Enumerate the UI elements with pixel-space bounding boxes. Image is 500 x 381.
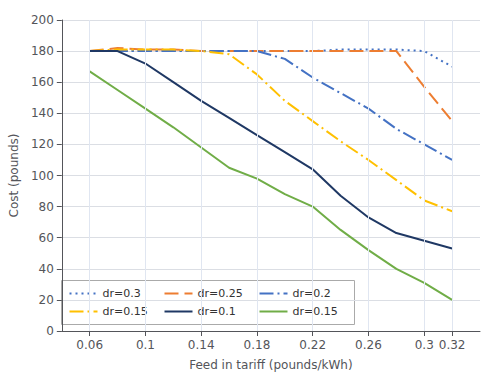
svg-text:dr=0.15: dr=0.15 bbox=[103, 305, 148, 318]
svg-text:200: 200 bbox=[31, 13, 54, 27]
svg-text:0: 0 bbox=[46, 324, 54, 338]
svg-text:140: 140 bbox=[31, 106, 54, 120]
svg-text:0.26: 0.26 bbox=[355, 338, 382, 352]
svg-text:100: 100 bbox=[31, 169, 54, 183]
svg-text:80: 80 bbox=[39, 200, 54, 214]
svg-text:120: 120 bbox=[31, 137, 54, 151]
svg-text:160: 160 bbox=[31, 75, 54, 89]
svg-text:20: 20 bbox=[39, 293, 54, 307]
svg-text:Cost (pounds): Cost (pounds) bbox=[7, 134, 21, 218]
svg-text:60: 60 bbox=[39, 231, 54, 245]
svg-text:dr=0.3: dr=0.3 bbox=[103, 287, 141, 300]
svg-text:0.14: 0.14 bbox=[188, 338, 215, 352]
svg-text:180: 180 bbox=[31, 44, 54, 58]
svg-text:dr=0.25: dr=0.25 bbox=[198, 287, 243, 300]
svg-text:0.1: 0.1 bbox=[136, 338, 155, 352]
svg-text:dr=0.15: dr=0.15 bbox=[293, 305, 338, 318]
svg-text:Feed in tariff (pounds/kWh): Feed in tariff (pounds/kWh) bbox=[189, 358, 352, 372]
svg-text:dr=0.1: dr=0.1 bbox=[198, 305, 236, 318]
svg-text:0.3: 0.3 bbox=[415, 338, 434, 352]
svg-text:0.18: 0.18 bbox=[244, 338, 271, 352]
svg-text:0.06: 0.06 bbox=[76, 338, 103, 352]
svg-text:40: 40 bbox=[39, 262, 54, 276]
svg-text:0.22: 0.22 bbox=[299, 338, 326, 352]
svg-text:0.32: 0.32 bbox=[439, 338, 466, 352]
svg-text:dr=0.2: dr=0.2 bbox=[293, 287, 331, 300]
